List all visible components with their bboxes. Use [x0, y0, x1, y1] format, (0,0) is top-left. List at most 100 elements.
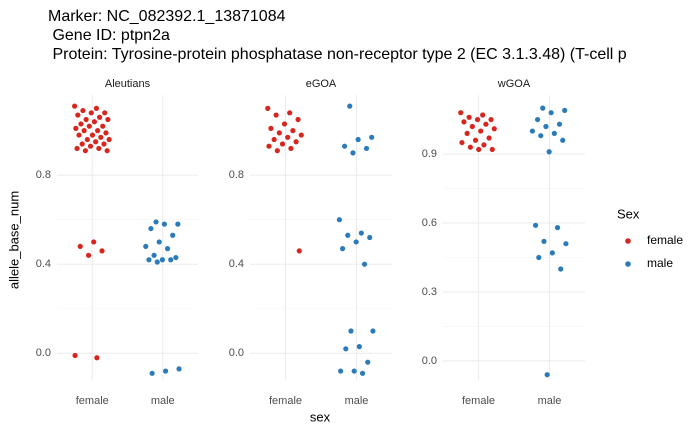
point	[168, 257, 174, 263]
point	[93, 105, 100, 111]
point	[489, 146, 495, 153]
point	[480, 112, 486, 118]
point	[93, 139, 99, 145]
title-line: Protein: Tyrosine-protein phosphatase no…	[48, 46, 627, 63]
point	[536, 254, 542, 261]
point	[104, 148, 110, 154]
point	[82, 148, 88, 154]
point	[491, 126, 497, 132]
point	[367, 234, 373, 241]
legend-marker	[625, 238, 631, 244]
point	[466, 114, 472, 120]
point	[356, 344, 362, 350]
point	[285, 134, 291, 140]
point	[96, 145, 102, 152]
point	[73, 125, 79, 131]
point	[156, 239, 162, 245]
point	[94, 355, 100, 361]
point	[91, 239, 97, 245]
point	[79, 141, 85, 147]
point	[549, 250, 555, 256]
point	[558, 266, 564, 272]
point	[562, 107, 568, 113]
point	[365, 359, 371, 365]
point	[543, 123, 549, 130]
point	[103, 130, 109, 136]
point	[143, 243, 149, 250]
point	[149, 370, 155, 376]
point	[101, 141, 107, 147]
point	[281, 121, 288, 127]
y-tick-label: 0.4	[229, 258, 244, 270]
title-line: Gene ID: ptpn2a	[48, 27, 170, 44]
point	[544, 372, 550, 378]
point	[290, 128, 296, 134]
point	[541, 238, 547, 245]
point	[540, 105, 546, 111]
point	[478, 128, 484, 134]
point	[176, 366, 182, 372]
point	[348, 328, 354, 334]
facet-label: eGOA	[306, 78, 337, 90]
point	[363, 145, 370, 152]
facet-label: wGOA	[497, 78, 531, 90]
point	[274, 148, 280, 154]
point	[288, 145, 294, 152]
point	[99, 248, 105, 254]
point	[89, 132, 96, 138]
y-tick-label: 0.8	[36, 169, 51, 181]
point	[338, 368, 344, 374]
point	[488, 116, 494, 123]
point	[72, 352, 78, 359]
y-tick-label: 0.0	[422, 355, 437, 367]
point	[84, 136, 90, 143]
y-tick-label: 0.0	[36, 347, 51, 359]
point	[287, 110, 293, 116]
point	[173, 254, 179, 261]
point	[148, 225, 154, 232]
point	[469, 123, 475, 130]
point	[464, 130, 470, 136]
x-tick-label: male	[538, 395, 562, 407]
point	[551, 130, 557, 136]
point	[159, 257, 166, 263]
legend-title: Sex	[617, 206, 640, 221]
point	[151, 252, 157, 258]
point	[483, 121, 489, 127]
y-axis-label: allele_base_num	[6, 191, 21, 289]
point	[295, 116, 301, 123]
point	[81, 128, 87, 134]
point	[358, 230, 364, 236]
point	[72, 103, 78, 109]
point	[458, 110, 464, 116]
legend-marker	[625, 261, 631, 267]
x-tick-label: female	[269, 395, 302, 407]
point	[529, 128, 535, 134]
point	[548, 110, 554, 116]
point	[347, 103, 353, 109]
y-tick-label: 0.6	[422, 217, 437, 229]
point	[361, 261, 368, 267]
point	[359, 370, 366, 376]
facet-label: Aleutians	[105, 78, 151, 90]
point	[532, 222, 539, 228]
point	[345, 232, 351, 238]
point	[83, 116, 89, 123]
point	[554, 225, 561, 231]
point	[175, 221, 181, 227]
point	[486, 135, 492, 141]
point	[91, 119, 98, 125]
point	[80, 107, 86, 114]
point	[170, 232, 176, 238]
point	[461, 119, 467, 125]
point	[563, 241, 569, 247]
legend-label: male	[647, 256, 673, 270]
legend-label: female	[647, 233, 683, 247]
point	[96, 114, 103, 120]
point	[279, 141, 286, 147]
point	[162, 368, 169, 374]
point	[273, 112, 279, 118]
point	[85, 252, 92, 258]
point	[153, 219, 159, 225]
point	[106, 136, 112, 143]
